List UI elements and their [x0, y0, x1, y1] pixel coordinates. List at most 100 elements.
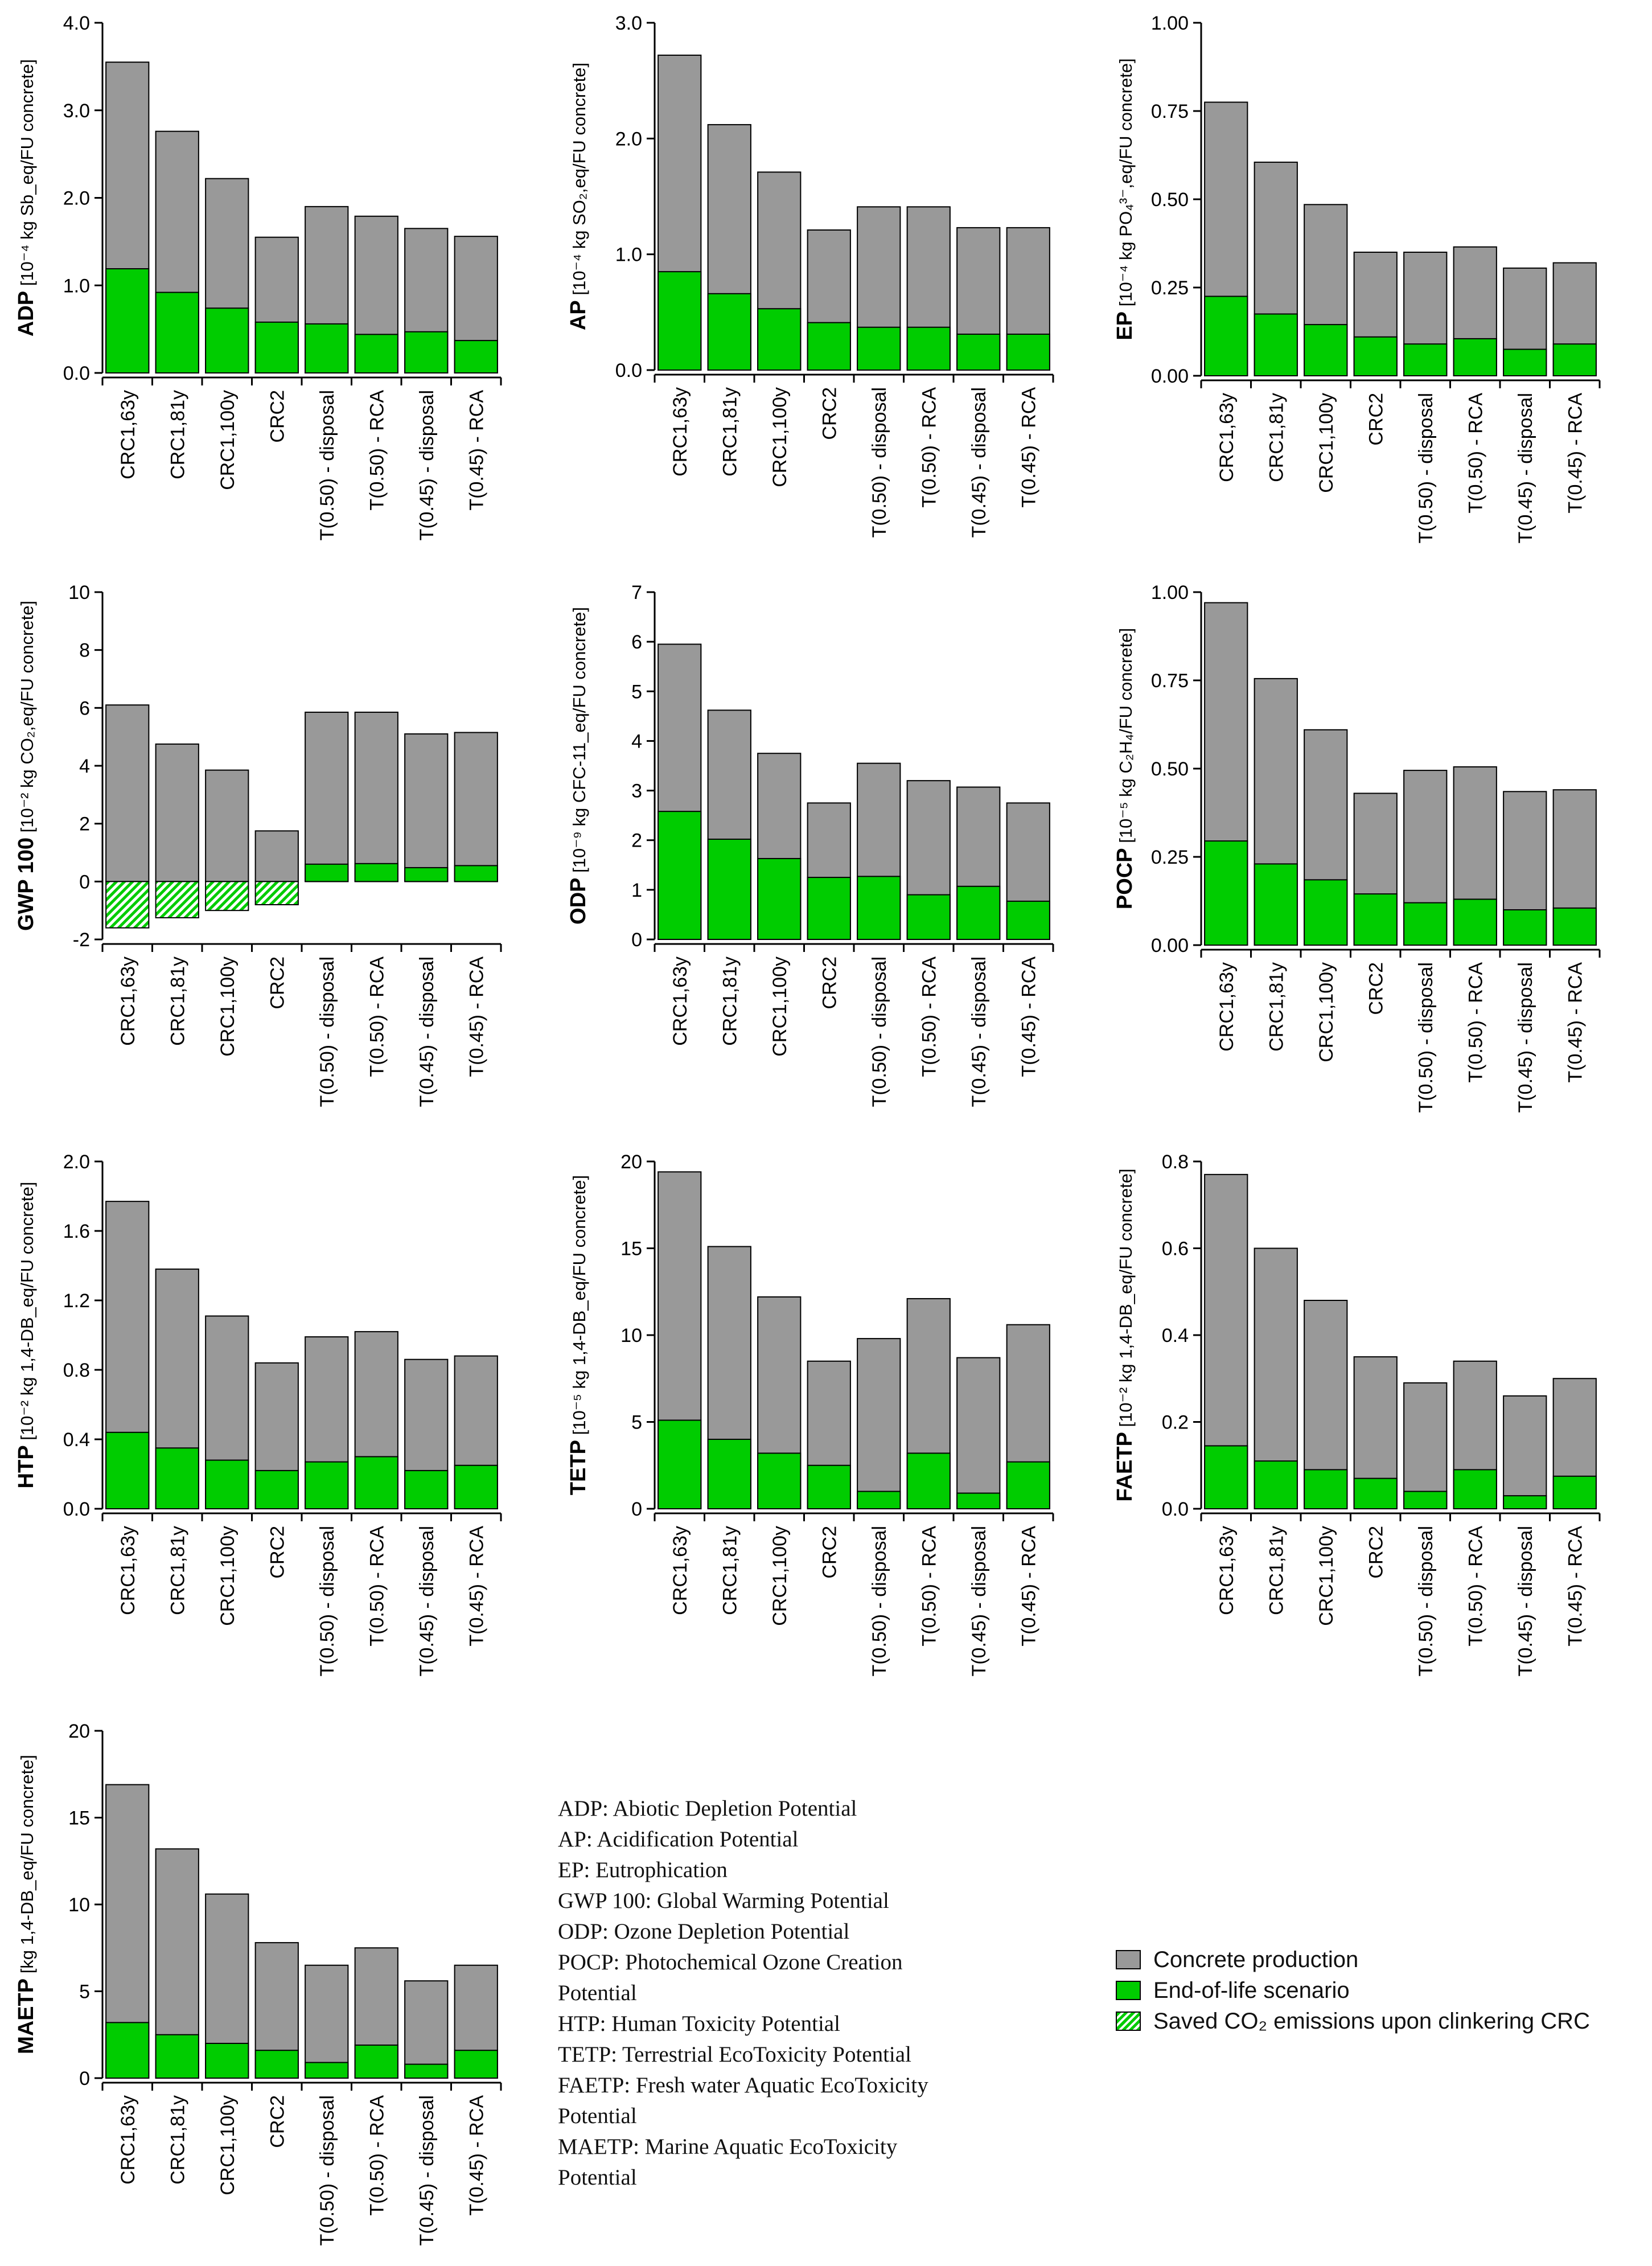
y-tick-label: 0 [79, 871, 90, 893]
y-axis-title-unit: [kg 1,4-DB_eq/FU concrete] [17, 1755, 37, 1978]
x-tick-label: T(0.45) - disposal [1515, 962, 1536, 1113]
bar-end-of-life [305, 323, 349, 374]
x-tick-label: CRC2 [819, 387, 840, 440]
x-tick-label: T(0.45) - disposal [416, 1526, 438, 1677]
bar-end-of-life [807, 1464, 851, 1509]
x-tick-label: CRC1,63y [669, 1526, 691, 1615]
x-tick-label: CRC1,81y [167, 1526, 188, 1615]
x-tick-label: T(0.50) - RCA [366, 2095, 388, 2216]
x-tick-label: T(0.50) - disposal [1415, 393, 1437, 544]
x-tick-label: CRC1,63y [1216, 962, 1238, 1052]
y-axis-title-unit: [10⁻² kg 1,4-DB_eq/FU concrete] [1116, 1168, 1136, 1432]
x-tick-label: CRC1,63y [117, 957, 139, 1046]
x-tick-label: T(0.45) - RCA [466, 1526, 487, 1647]
bar-end-of-life [1006, 900, 1050, 941]
legend-item-eol: End-of-life scenario [1116, 1975, 1590, 2006]
x-tick-label: CRC1,63y [669, 957, 691, 1046]
bar-end-of-life [1403, 1491, 1448, 1509]
bar-end-of-life [1204, 1445, 1248, 1509]
bar-end-of-life [1353, 893, 1398, 946]
y-tick-label: 7 [631, 582, 642, 604]
chart-panel-ap: 0.0 1.0 2.0 3.0 CRC1,63y CRC1,81y CRC1,100y CRC… [552, 0, 1099, 547]
bar-production [105, 704, 150, 882]
y-axis-title-unit: [10⁻⁵ kg C₂H₄/FU concrete] [1116, 628, 1136, 848]
abbreviation-list: ADP: Abiotic Depletion Potential AP: Aci… [558, 1793, 1070, 2193]
bar-end-of-life [1403, 343, 1448, 377]
chart-svg-ap: 0.0 1.0 2.0 3.0 CRC1,63y CRC1,81y CRC1,100y CRC… [566, 13, 1054, 538]
y-tick-label: 0.50 [1151, 189, 1189, 211]
chart-panel-htp: 0.0 0.4 0.8 1.2 1.6 2.0 CRC1,63y CRC1,81y CRC1,1… [0, 1139, 546, 1685]
x-tick-label: CRC1,100y [1316, 962, 1337, 1062]
bar-saved-co2 [155, 881, 199, 918]
x-tick-label: CRC2 [1365, 393, 1387, 446]
x-tick-label: CRC1,63y [669, 387, 691, 477]
abbrev-line: MAETP: Marine Aquatic EcoToxicity [558, 2134, 898, 2159]
x-tick-label: T(0.50) - RCA [918, 1526, 940, 1647]
x-tick-label: CRC1,100y [1316, 393, 1337, 493]
chart-panel-adp: 0.0 1.0 2.0 3.0 4.0 CRC1,63y CRC1,81y CRC1,100y… [0, 0, 546, 547]
bar-end-of-life [757, 1452, 802, 1510]
bar-end-of-life [404, 1469, 449, 1510]
bar-end-of-life [1453, 898, 1497, 946]
x-tick-label: CRC1,81y [167, 390, 188, 479]
chart-panel-ep: 0.00 0.25 0.50 0.75 1.00 CRC1,63y CRC1,81y CRC1… [1099, 0, 1645, 547]
bar-end-of-life [1503, 1495, 1547, 1509]
bar-end-of-life [1304, 879, 1348, 946]
y-tick-label: 5 [631, 1412, 642, 1434]
y-axis-title: FAETP [10⁻² kg 1,4-DB_eq/FU concrete] [1113, 1168, 1137, 1501]
x-tick-label: CRC2 [819, 957, 840, 1009]
x-tick-label: CRC1,81y [1265, 393, 1287, 482]
abbrev-line: ADP: Abiotic Depletion Potential [558, 1796, 857, 1821]
bar-end-of-life [906, 326, 951, 371]
bar-saved-co2 [105, 881, 150, 929]
bar-end-of-life [906, 1452, 951, 1510]
y-tick-label: 2.0 [615, 128, 642, 150]
x-tick-label: T(0.50) - disposal [317, 2095, 338, 2246]
x-tick-label: T(0.45) - RCA [1018, 957, 1039, 1077]
x-tick-label: T(0.45) - RCA [1564, 393, 1586, 514]
abbrev-line: ODP: Ozone Depletion Potential [558, 1919, 850, 1944]
bar-end-of-life [254, 1469, 299, 1510]
bar-end-of-life [254, 2050, 299, 2079]
y-tick-label: 6 [631, 631, 642, 653]
y-tick-label: 6 [79, 697, 90, 719]
bar-end-of-life [454, 2050, 498, 2079]
y-tick-label: 5 [631, 681, 642, 703]
y-axis-title-unit: [10⁻⁴ kg SO₂,eq/FU concrete] [569, 63, 589, 300]
x-tick-label: CRC2 [1365, 962, 1387, 1015]
y-axis-title-bold: HTP [14, 1445, 38, 1488]
bar-end-of-life [807, 322, 851, 371]
bar-end-of-life [305, 2062, 349, 2079]
x-tick-label: T(0.50) - RCA [918, 387, 940, 508]
bar-production [404, 1980, 449, 2079]
abbrev-line: Potential [558, 2165, 637, 2190]
bar-end-of-life [1304, 1469, 1348, 1509]
bar-end-of-life [657, 1419, 702, 1510]
chart-svg-faetp: 0.0 0.2 0.4 0.6 0.8 CRC1,63y CRC1,81y CRC1,100y… [1113, 1151, 1601, 1677]
y-tick-label: 0.25 [1151, 847, 1189, 868]
bar-production [1403, 1382, 1448, 1509]
y-tick-label: 0.2 [1162, 1412, 1189, 1434]
bar-production [305, 1964, 349, 2079]
bar-end-of-life [354, 334, 398, 373]
y-tick-label: 2.0 [63, 188, 90, 210]
bar-end-of-life [857, 1491, 901, 1509]
bar-end-of-life [1552, 907, 1597, 946]
bar-end-of-life [1254, 863, 1298, 946]
x-tick-label: T(0.50) - RCA [918, 957, 940, 1077]
y-tick-label: 2 [631, 830, 642, 852]
bar-end-of-life [404, 867, 449, 882]
y-axis-title-bold: TETP [566, 1440, 590, 1495]
bar-production [354, 711, 398, 882]
x-tick-label: CRC1,63y [117, 1526, 139, 1615]
bar-end-of-life [707, 838, 751, 940]
bar-production [404, 733, 449, 882]
y-tick-label: 0.75 [1151, 101, 1189, 122]
bar-end-of-life [757, 857, 802, 941]
bar-end-of-life [454, 865, 498, 882]
y-tick-label: 1.0 [63, 275, 90, 297]
bar-end-of-life [205, 2043, 249, 2079]
abbrev-line: Potential [558, 1981, 637, 2005]
bar-end-of-life [1552, 343, 1597, 377]
y-tick-label: 4.0 [63, 13, 90, 34]
